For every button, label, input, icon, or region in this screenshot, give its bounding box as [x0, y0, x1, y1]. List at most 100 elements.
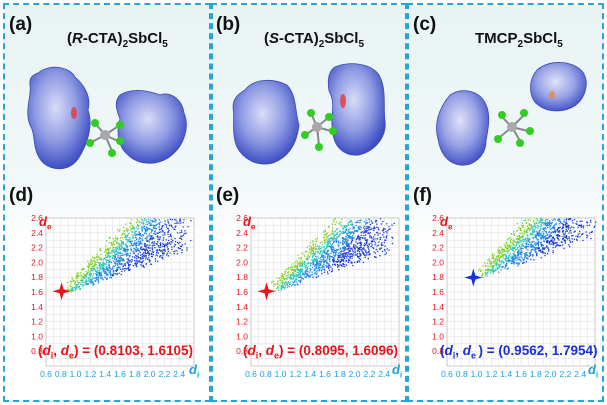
y-tick-label: 1.6: [31, 287, 43, 297]
hirshfeld-surface-a: [27, 66, 187, 170]
x-tick-label: 2.2: [559, 369, 571, 379]
axis-label-di-d: di: [189, 362, 200, 380]
y-tick-label: 2.0: [236, 257, 248, 267]
contact-point-marker: [257, 282, 276, 301]
x-tick-label: 2.0: [349, 369, 361, 379]
y-tick-label: 2.4: [31, 228, 43, 238]
y-tick-label: 1.4: [31, 302, 43, 312]
x-tick-label: 0.6: [40, 369, 52, 379]
y-tick-label: 0.8: [236, 346, 248, 356]
x-tick-label: 0.8: [456, 369, 468, 379]
hirshfeld-surface-left: [27, 66, 91, 170]
y-tick-label: 1.0: [31, 331, 43, 341]
y-tick-label: 2.6: [236, 213, 248, 223]
contact-formula-d: (di, de) = (0.8103, 1.6105): [38, 343, 194, 361]
y-tick-label: 1.6: [432, 287, 444, 297]
contact-point-marker: [52, 282, 71, 301]
x-tick-label: 1.6: [515, 369, 527, 379]
fingerprint-point-cloud: [478, 218, 597, 279]
x-tick-label: 1.4: [99, 369, 111, 379]
hirshfeld-surface-b: [232, 63, 386, 165]
contact-point-marker: [464, 268, 483, 287]
x-tick-label: 1.6: [114, 369, 126, 379]
axis-label-de-d: de: [39, 214, 52, 232]
hirshfeld-surface-c: [436, 62, 587, 166]
x-tick-label: 0.6: [245, 369, 257, 379]
x-tick-label: 0.8: [55, 369, 67, 379]
x-tick-label: 2.0: [144, 369, 156, 379]
x-tick-label: 2.4: [173, 369, 185, 379]
axis-label-di-f: di: [588, 362, 599, 380]
y-tick-label: 2.6: [31, 213, 43, 223]
compound-title-b: (S-CTA)2SbCl5: [264, 30, 365, 50]
x-tick-label: 1.8: [129, 369, 141, 379]
y-tick-label: 1.0: [432, 331, 444, 341]
axis-label-de-f: de: [440, 214, 453, 232]
x-tick-label: 2.2: [363, 369, 375, 379]
x-tick-label: 1.2: [485, 369, 497, 379]
x-tick-label: 0.8: [260, 369, 272, 379]
contact-formula-f: (di, de ) = (0.9562, 1.7954): [440, 343, 598, 361]
x-tick-label: 1.6: [319, 369, 331, 379]
compound-title-c: TMCP2SbCl5: [475, 30, 563, 50]
y-tick-label: 1.4: [432, 302, 444, 312]
axis-label-de-e: de: [243, 214, 256, 232]
y-tick-label: 1.4: [236, 302, 248, 312]
y-tick-label: 1.8: [432, 272, 444, 282]
fingerprint-plot-svg: 0.81.01.21.41.61.82.02.22.42.60.6 0.8 1.0 1…: [31, 213, 195, 379]
x-tick-label: 1.0: [471, 369, 483, 379]
x-tick-label: 1.8: [334, 369, 346, 379]
axis-label-di-e: di: [392, 362, 403, 380]
y-tick-label: 1.2: [432, 317, 444, 327]
fingerprint-point-cloud: [66, 218, 192, 293]
compound-title-a: (R-CTA)2SbCl5: [67, 30, 168, 50]
fingerprint-plot-svg: 0.81.01.21.41.61.82.02.22.42.60.6 0.8 1.0 1…: [236, 213, 400, 379]
hirshfeld-surface-right: [115, 90, 187, 164]
panel-letter-c: (c): [413, 14, 437, 35]
panel-letter-e: (e): [216, 185, 240, 206]
x-tick-label: 2.4: [378, 369, 390, 379]
y-tick-label: 1.2: [31, 317, 43, 327]
fingerprint-plot-svg: 0.81.01.21.41.61.82.02.22.42.60.6 0.8 1.0 1…: [432, 213, 597, 379]
hirshfeld-surface-right: [327, 63, 386, 156]
x-tick-label: 2.2: [158, 369, 170, 379]
fingerprint-plot-d: 0.8 1.0 1.2 1.4 1.6 1.8 2.0 2.2 2.4 2.6 0.6 0.8 1.0 1…: [22, 210, 197, 385]
y-tick-label: 0.8: [432, 346, 444, 356]
y-tick-label: 0.8: [31, 346, 43, 356]
y-tick-label: 2.2: [432, 243, 444, 253]
panel-letter-f: (f): [413, 185, 432, 206]
x-tick-label: 1.0: [70, 369, 82, 379]
contact-formula-e: (di, de) = (0.8095, 1.6096): [243, 343, 399, 361]
panel-letter-d: (d): [9, 185, 34, 206]
y-tick-label: 2.2: [31, 243, 43, 253]
y-tick-label: 2.4: [432, 228, 444, 238]
y-tick-label: 2.0: [31, 257, 43, 267]
panel-letter-b: (b): [216, 14, 241, 35]
hirshfeld-surface-left: [436, 90, 490, 166]
y-tick-label: 1.2: [236, 317, 248, 327]
panel-letter-a: (a): [9, 14, 33, 35]
hirshfeld-surface-right: [530, 62, 587, 112]
hirshfeld-surface-left: [232, 79, 300, 165]
x-tick-label: 2.4: [574, 369, 586, 379]
x-tick-label: 2.0: [545, 369, 557, 379]
y-tick-label: 2.4: [236, 228, 248, 238]
fingerprint-plot-f: 0.8 1.0 1.2 1.4 1.6 1.8 2.0 2.2 2.4 2.6 0.6 0.8 1.0 1…: [423, 210, 598, 385]
x-tick-label: 1.8: [530, 369, 542, 379]
x-tick-label: 1.4: [304, 369, 316, 379]
fingerprint-plot-e: 0.8 1.0 1.2 1.4 1.6 1.8 2.0 2.2 2.4 2.6 0.6 0.8 1.0 1…: [227, 210, 402, 385]
x-tick-label: 1.0: [275, 369, 287, 379]
y-tick-label: 2.0: [432, 257, 444, 267]
fingerprint-point-cloud: [271, 218, 395, 292]
x-tick-label: 1.2: [84, 369, 96, 379]
y-tick-label: 1.0: [236, 331, 248, 341]
y-tick-label: 1.8: [236, 272, 248, 282]
x-tick-label: 0.6: [441, 369, 453, 379]
x-tick-label: 1.4: [500, 369, 512, 379]
y-tick-label: 2.2: [236, 243, 248, 253]
y-tick-label: 1.8: [31, 272, 43, 282]
y-tick-label: 1.6: [236, 287, 248, 297]
y-tick-label: 2.6: [432, 213, 444, 223]
x-tick-label: 1.2: [289, 369, 301, 379]
